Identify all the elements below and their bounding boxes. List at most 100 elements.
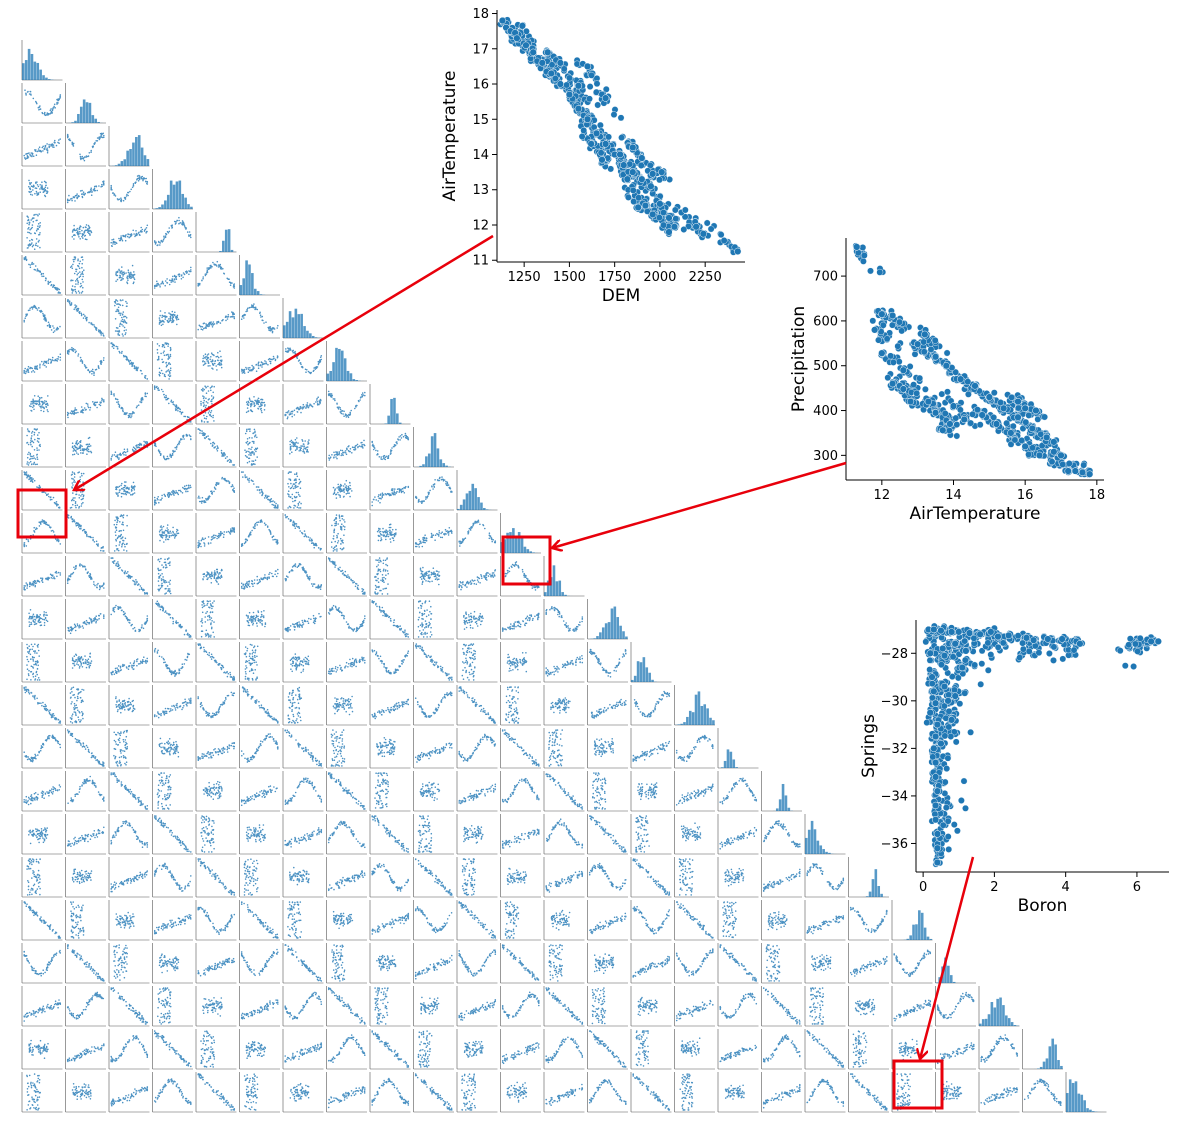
scatter-cloud xyxy=(806,915,845,935)
pairplot-cell-r17-c3 xyxy=(152,771,193,812)
pairplot-cell-r23-c14 xyxy=(630,1029,672,1070)
data-point xyxy=(943,765,951,772)
data-point xyxy=(538,59,546,67)
pairplot-cell-r12-c2 xyxy=(108,556,150,597)
histogram-bar xyxy=(552,565,556,596)
scatter-cloud xyxy=(417,1030,433,1068)
histogram-bar xyxy=(129,149,132,166)
pairplot-cell-r24-c19 xyxy=(848,1072,889,1113)
scatter-cloud xyxy=(458,686,497,724)
scatter-cloud xyxy=(632,905,671,935)
highlight-box-1 xyxy=(16,488,68,539)
pairplot-cell-r16-c0 xyxy=(21,728,63,769)
pairplot-cell-r24-c7 xyxy=(326,1072,367,1113)
data-point xyxy=(638,154,646,162)
data-point xyxy=(641,201,650,210)
data-point xyxy=(1021,404,1029,412)
pairplot-cell-r21-c0 xyxy=(21,943,63,984)
pairplot-cell-r19-c14 xyxy=(630,857,672,898)
scatter-cloud xyxy=(762,987,801,1025)
scatter-cloud xyxy=(110,174,149,203)
histogram-bar xyxy=(120,161,124,166)
histogram-bar xyxy=(604,623,608,639)
scatter-cloud xyxy=(284,944,323,982)
scatter-cloud xyxy=(110,987,149,1025)
data-point xyxy=(965,390,972,398)
scatter-cloud xyxy=(458,901,497,939)
data-point xyxy=(992,420,1001,428)
pairplot-cell-r19-c16 xyxy=(717,857,759,898)
histogram-bar xyxy=(619,625,622,639)
scatter-cloud xyxy=(245,610,267,628)
data-point xyxy=(941,778,949,786)
pairplot-cell-r23-c4 xyxy=(195,1029,237,1070)
data-point xyxy=(958,797,965,804)
data-point xyxy=(941,702,948,710)
pairplot-cell-r10-c7 xyxy=(326,470,367,511)
histogram-bar xyxy=(462,499,466,510)
pairplot-cell-r22-c4 xyxy=(195,986,237,1027)
scatter-cloud xyxy=(852,1030,868,1068)
histogram-bar xyxy=(465,493,469,510)
pairplot-cell-r17-c10 xyxy=(456,771,498,812)
pairplot-cell-r22-c10 xyxy=(456,986,498,1027)
data-point xyxy=(583,115,592,123)
scatter-cloud xyxy=(371,1030,410,1068)
pairplot-cell-r9-c0 xyxy=(21,427,63,468)
data-point xyxy=(929,753,937,761)
data-point xyxy=(930,744,938,753)
scatter-cloud xyxy=(66,180,105,204)
histogram-bar xyxy=(726,749,730,768)
dense-point-cloud xyxy=(922,622,1159,868)
pairplot-cell-r19-c10 xyxy=(456,857,498,898)
scatter-cloud xyxy=(284,562,323,590)
data-point xyxy=(878,310,886,318)
histogram-bar xyxy=(48,79,51,80)
data-point xyxy=(707,225,715,233)
data-point xyxy=(1035,451,1044,460)
pairplot-cell-r21-c14 xyxy=(630,943,672,984)
histogram-bar xyxy=(503,539,506,553)
data-point xyxy=(1022,634,1031,642)
pairplot-cell-r14-c4 xyxy=(195,642,237,683)
pairplot-cell-r15-c14 xyxy=(630,685,672,726)
data-point xyxy=(637,162,645,169)
pairplot-cell-r12-c1 xyxy=(65,556,106,597)
data-point xyxy=(1003,419,1010,427)
scatter-cloud xyxy=(158,953,180,974)
y-tick-label: −28 xyxy=(881,647,908,662)
scatter-cloud xyxy=(505,686,520,724)
scatter-cloud xyxy=(157,557,172,595)
pairplot-cell-r9-c3 xyxy=(152,427,193,468)
scatter-cloud xyxy=(284,1042,323,1063)
histogram-bar xyxy=(224,229,228,252)
scatter-cloud xyxy=(589,912,627,935)
histogram-bar xyxy=(613,606,617,639)
histogram-bar xyxy=(1071,1082,1075,1112)
scatter-cloud xyxy=(66,1043,105,1063)
scatter-cloud xyxy=(809,987,825,1025)
histogram-bar xyxy=(807,829,811,854)
pairplot-cell-r11-c4 xyxy=(195,513,237,554)
pairplot-cell-r16-c3 xyxy=(152,728,193,769)
histogram-bar xyxy=(1080,1094,1084,1112)
histogram-bar xyxy=(483,507,486,510)
scatter-cloud xyxy=(545,1036,584,1064)
scatter-cloud xyxy=(501,729,540,767)
scatter-cloud xyxy=(936,991,975,1020)
pairplot-cell-r1-c0 xyxy=(21,83,63,124)
data-point xyxy=(592,129,601,138)
histogram-bar xyxy=(874,869,878,897)
histogram-bar xyxy=(338,348,341,381)
data-point xyxy=(951,692,959,700)
histogram-bar xyxy=(349,373,353,381)
scatter-cloud xyxy=(327,557,366,595)
histogram-bar xyxy=(71,122,74,123)
pairplot-cell-r8-c2 xyxy=(108,384,150,425)
data-point xyxy=(671,206,679,214)
scatter-cloud xyxy=(419,996,440,1015)
pairplot-cell-r11-c11 xyxy=(500,513,541,554)
pairplot-cell-r10-c1 xyxy=(65,470,106,511)
pairplot-cell-r16-c16 xyxy=(717,728,759,769)
histogram-bar xyxy=(1048,1046,1052,1069)
